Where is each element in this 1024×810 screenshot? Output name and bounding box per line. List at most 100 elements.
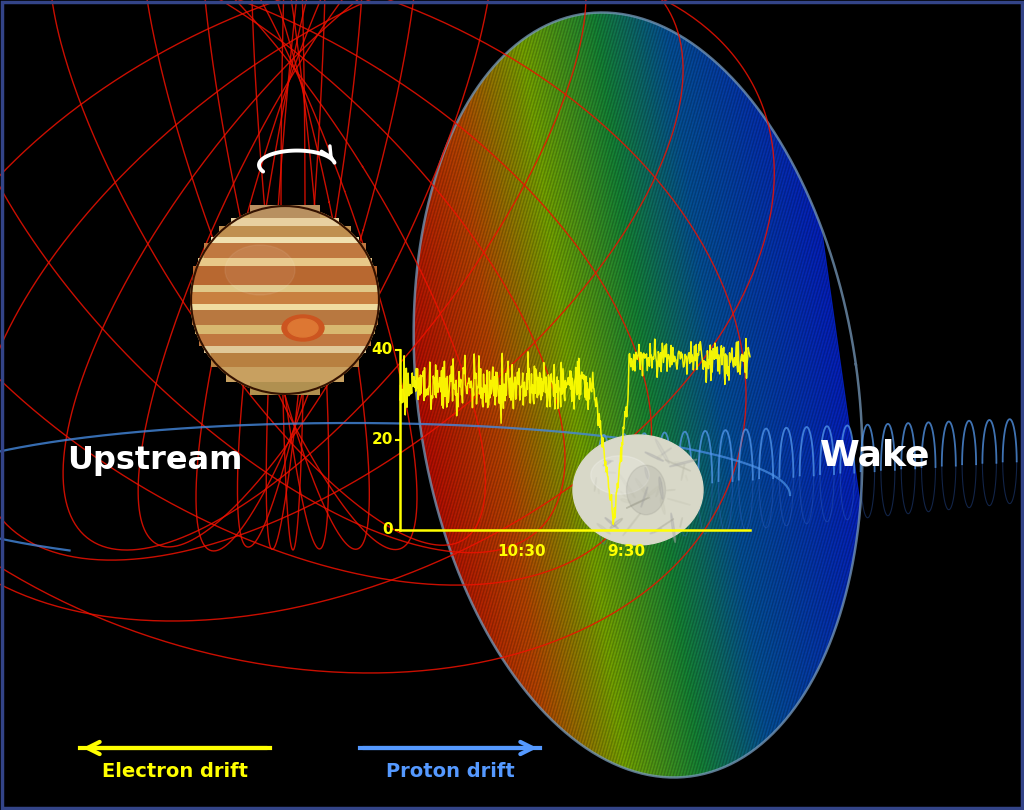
Polygon shape [629,15,735,762]
Polygon shape [593,13,701,774]
Text: 20: 20 [372,433,393,447]
Polygon shape [574,15,683,778]
Polygon shape [523,39,627,769]
Polygon shape [649,21,753,752]
Polygon shape [637,17,742,759]
Ellipse shape [645,452,664,461]
Polygon shape [815,211,859,522]
Polygon shape [653,23,757,748]
Ellipse shape [668,498,690,505]
Polygon shape [689,41,785,721]
Polygon shape [564,18,673,778]
Polygon shape [761,113,836,632]
Polygon shape [458,119,542,710]
Polygon shape [652,22,756,749]
Polygon shape [626,15,733,764]
Polygon shape [485,75,581,744]
Ellipse shape [675,462,686,465]
Polygon shape [824,237,861,497]
Polygon shape [428,202,490,638]
Polygon shape [544,26,650,775]
Polygon shape [794,166,852,572]
Polygon shape [510,49,611,762]
Polygon shape [602,12,711,773]
Polygon shape [844,303,861,427]
Polygon shape [726,71,813,682]
Polygon shape [532,32,638,773]
Polygon shape [496,63,594,752]
Ellipse shape [610,518,623,528]
Circle shape [190,205,380,395]
Polygon shape [435,173,506,663]
Polygon shape [697,47,793,713]
Polygon shape [434,177,504,660]
Ellipse shape [641,487,648,507]
Polygon shape [538,29,644,774]
Text: 0: 0 [382,522,393,538]
Text: 10:30: 10:30 [498,544,546,559]
Polygon shape [800,178,854,559]
Polygon shape [676,33,775,732]
Polygon shape [493,66,590,751]
Polygon shape [452,131,532,700]
Polygon shape [506,53,606,760]
Polygon shape [700,49,795,710]
Polygon shape [682,37,780,727]
Polygon shape [415,294,452,554]
Polygon shape [671,31,772,736]
Polygon shape [567,17,676,778]
Polygon shape [686,39,783,724]
Polygon shape [590,386,1024,564]
Polygon shape [709,56,801,701]
Polygon shape [432,184,500,654]
Polygon shape [429,198,492,642]
Polygon shape [708,55,800,703]
Polygon shape [505,54,605,759]
Polygon shape [545,25,651,775]
Polygon shape [550,23,657,777]
Polygon shape [835,268,862,463]
Polygon shape [684,38,782,725]
Polygon shape [455,124,538,706]
Polygon shape [625,15,731,765]
Ellipse shape [635,479,650,499]
Polygon shape [486,74,582,745]
Polygon shape [536,31,641,774]
Polygon shape [640,18,745,757]
Polygon shape [521,40,626,769]
Polygon shape [572,15,681,778]
Polygon shape [665,28,766,741]
Polygon shape [787,156,849,584]
Polygon shape [771,126,841,616]
Polygon shape [436,170,507,666]
Polygon shape [731,77,816,676]
Polygon shape [599,12,708,774]
Polygon shape [470,96,560,728]
Polygon shape [603,12,712,772]
Ellipse shape [650,528,662,534]
Polygon shape [473,92,564,731]
Polygon shape [778,139,845,603]
Polygon shape [728,74,814,680]
Polygon shape [423,223,480,620]
Polygon shape [512,47,614,764]
Ellipse shape [627,497,649,508]
Polygon shape [433,181,502,658]
Polygon shape [784,148,847,592]
Ellipse shape [605,518,618,529]
Polygon shape [511,48,612,763]
Polygon shape [463,109,550,718]
Polygon shape [690,42,787,719]
Ellipse shape [591,456,649,494]
Polygon shape [479,83,572,738]
Polygon shape [582,14,690,777]
Polygon shape [592,408,1024,542]
Polygon shape [792,163,851,576]
Polygon shape [415,287,454,561]
Polygon shape [650,22,755,751]
Polygon shape [802,182,855,554]
Polygon shape [418,257,465,589]
Polygon shape [417,262,463,583]
Text: 9:30: 9:30 [607,544,645,559]
Polygon shape [520,40,624,768]
